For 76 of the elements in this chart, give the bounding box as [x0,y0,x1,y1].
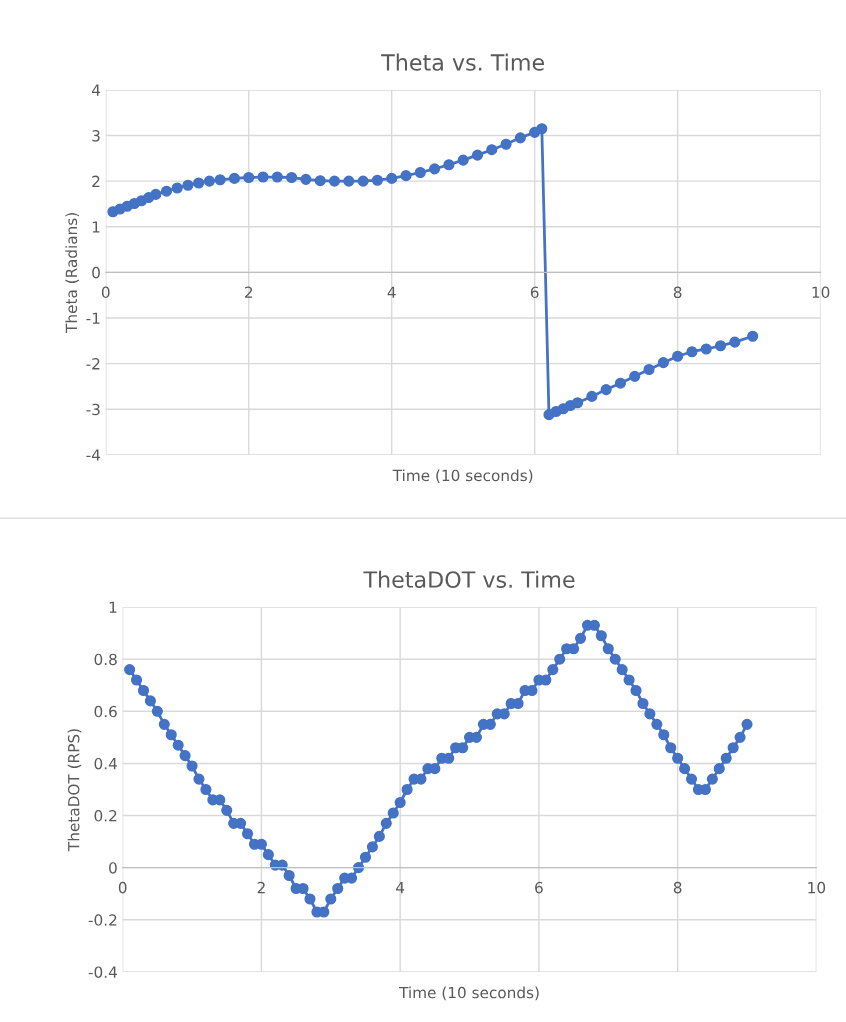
point [400,170,412,182]
point [700,343,712,355]
point [228,172,240,184]
chart-title: ThetaDOT vs. Time [363,570,575,588]
point [414,166,426,179]
point [600,384,612,396]
point [182,179,194,191]
point [429,163,441,175]
y-tick-label: 0 [109,862,117,874]
point [300,173,312,185]
point [457,154,469,166]
point [343,175,355,187]
point [500,138,512,150]
x-tick-label: 4 [396,882,405,894]
y-tick-label: 1 [92,221,100,233]
x-tick-label: 6 [530,286,539,299]
y-tick-label: 0.2 [94,810,117,822]
x-tick-label: 8 [673,881,682,894]
point [214,174,226,186]
point [572,397,584,409]
y-tick-label: 1 [109,601,117,613]
y-tick-label: -4 [86,449,101,461]
point [747,330,759,342]
y-tick-label: -2 [86,358,100,370]
point [150,188,162,200]
point [371,174,383,186]
x-axis-title: Time (10 seconds) [392,469,533,484]
x-tick-label: 2 [244,286,253,298]
point [514,132,526,144]
point [203,175,215,187]
point [314,175,326,187]
x-tick-label: 8 [673,286,682,299]
y-tick-label: 0.4 [94,757,117,770]
y-tick-label: 0 [92,266,100,279]
point [586,390,598,402]
x-tick-label: 0 [118,881,127,894]
point [443,159,455,171]
x-tick-label: 6 [535,881,543,894]
point [193,177,205,189]
x-tick-label: 10 [812,286,830,299]
point [686,346,698,358]
y-tick-label: 0.8 [94,653,117,666]
y-tick-label: -0.4 [88,966,117,978]
y-tick-label: -0.2 [88,914,117,926]
point [271,171,283,183]
point [243,171,255,184]
y-tick-label: 0.6 [94,705,117,718]
point [643,363,655,376]
x-axis-title: Time (10 seconds) [399,986,539,1001]
point [486,144,498,156]
point [657,357,669,369]
point [714,340,727,352]
x-tick-label: 2 [257,881,265,894]
x-tick-label: 10 [808,881,826,894]
y-axis-title: ThetaDOT (RPS) [67,729,82,852]
chart-title: Theta vs. Time [381,53,544,71]
point [729,336,741,348]
y-tick-label: -1 [86,312,100,324]
y-axis-title: Theta (Radians) [65,213,79,333]
point [536,123,548,135]
point [386,172,398,184]
point [328,175,341,187]
point [160,185,173,197]
point [614,377,627,389]
x-tick-label: 4 [387,286,396,298]
point [672,350,684,362]
y-tick-label: 2 [92,175,100,187]
y-tick-label: -3 [86,403,100,416]
point [629,370,641,382]
point [257,171,269,183]
point [471,149,484,161]
y-tick-label: 4 [91,84,101,96]
point [357,175,369,187]
point [171,182,183,194]
point [286,171,298,184]
y-tick-label: 3 [92,130,100,142]
